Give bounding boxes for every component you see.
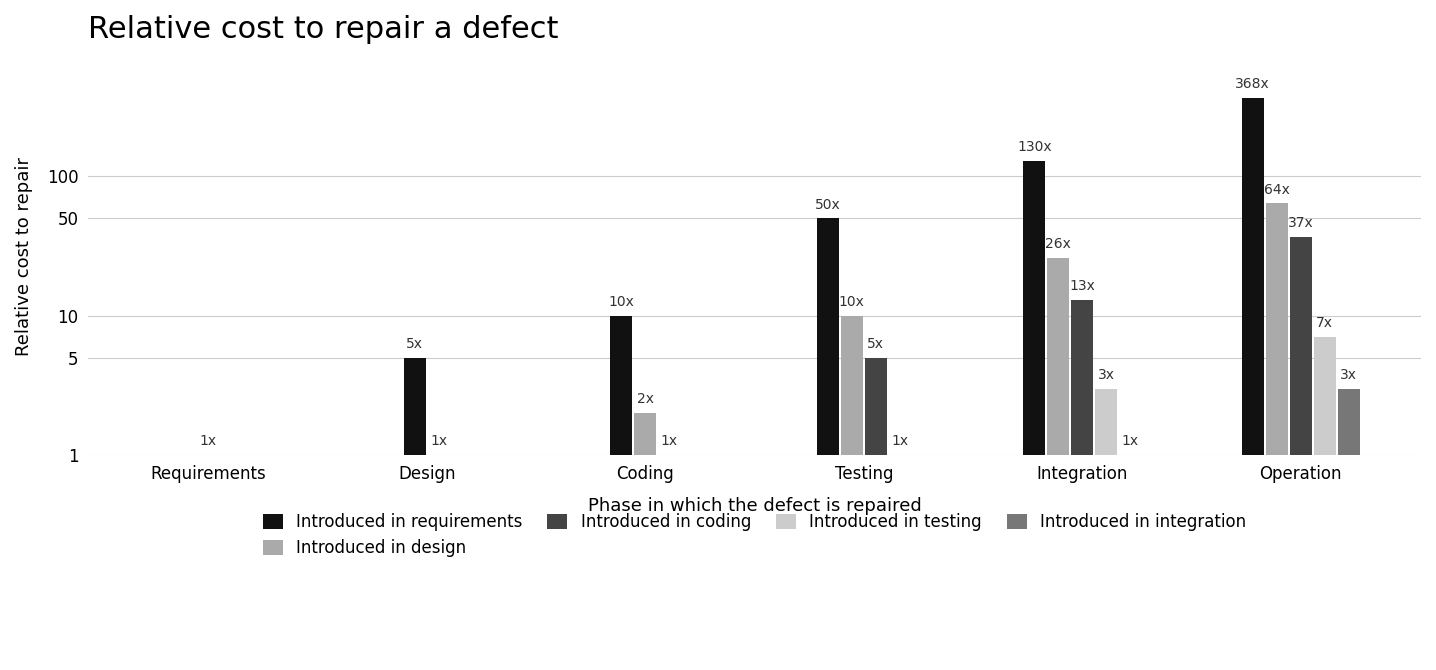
Bar bbox=[841, 316, 863, 670]
Text: 1x: 1x bbox=[892, 434, 909, 448]
Bar bbox=[1096, 389, 1117, 670]
Text: 5x: 5x bbox=[867, 337, 885, 351]
Y-axis label: Relative cost to repair: Relative cost to repair bbox=[14, 157, 33, 356]
Text: 10x: 10x bbox=[839, 295, 864, 309]
Text: 3x: 3x bbox=[1099, 368, 1114, 382]
Text: 368x: 368x bbox=[1235, 77, 1269, 91]
Bar bbox=[817, 218, 839, 670]
Bar bbox=[610, 316, 632, 670]
Bar bbox=[1047, 258, 1070, 670]
Bar bbox=[635, 413, 656, 670]
Bar bbox=[404, 358, 426, 670]
Text: 64x: 64x bbox=[1264, 183, 1290, 196]
Bar bbox=[1120, 455, 1142, 670]
Text: 10x: 10x bbox=[609, 295, 635, 309]
Text: 26x: 26x bbox=[1045, 237, 1071, 251]
Bar bbox=[889, 455, 910, 670]
Bar bbox=[1024, 161, 1045, 670]
Text: Relative cost to repair a defect: Relative cost to repair a defect bbox=[88, 15, 559, 44]
Text: 7x: 7x bbox=[1317, 316, 1334, 330]
X-axis label: Phase in which the defect is repaired: Phase in which the defect is repaired bbox=[587, 496, 922, 515]
Text: 3x: 3x bbox=[1340, 368, 1357, 382]
Text: 5x: 5x bbox=[406, 337, 424, 351]
Text: 13x: 13x bbox=[1070, 279, 1096, 293]
Text: 1x: 1x bbox=[200, 434, 217, 448]
Text: 1x: 1x bbox=[1122, 434, 1139, 448]
Bar bbox=[428, 455, 449, 670]
Text: 1x: 1x bbox=[431, 434, 448, 448]
Bar bbox=[1242, 98, 1264, 670]
Bar bbox=[1290, 237, 1311, 670]
Bar bbox=[1338, 389, 1360, 670]
Bar bbox=[864, 358, 887, 670]
Bar bbox=[1071, 300, 1093, 670]
Text: 130x: 130x bbox=[1017, 140, 1051, 154]
Bar bbox=[1314, 337, 1335, 670]
Text: 1x: 1x bbox=[661, 434, 678, 448]
Text: 50x: 50x bbox=[816, 198, 840, 212]
Bar bbox=[198, 455, 220, 670]
Text: 2x: 2x bbox=[638, 392, 653, 406]
Bar bbox=[659, 455, 681, 670]
Text: 37x: 37x bbox=[1288, 216, 1314, 230]
Legend: Introduced in requirements, Introduced in design, Introduced in coding, Introduc: Introduced in requirements, Introduced i… bbox=[254, 505, 1255, 565]
Bar bbox=[1267, 204, 1288, 670]
